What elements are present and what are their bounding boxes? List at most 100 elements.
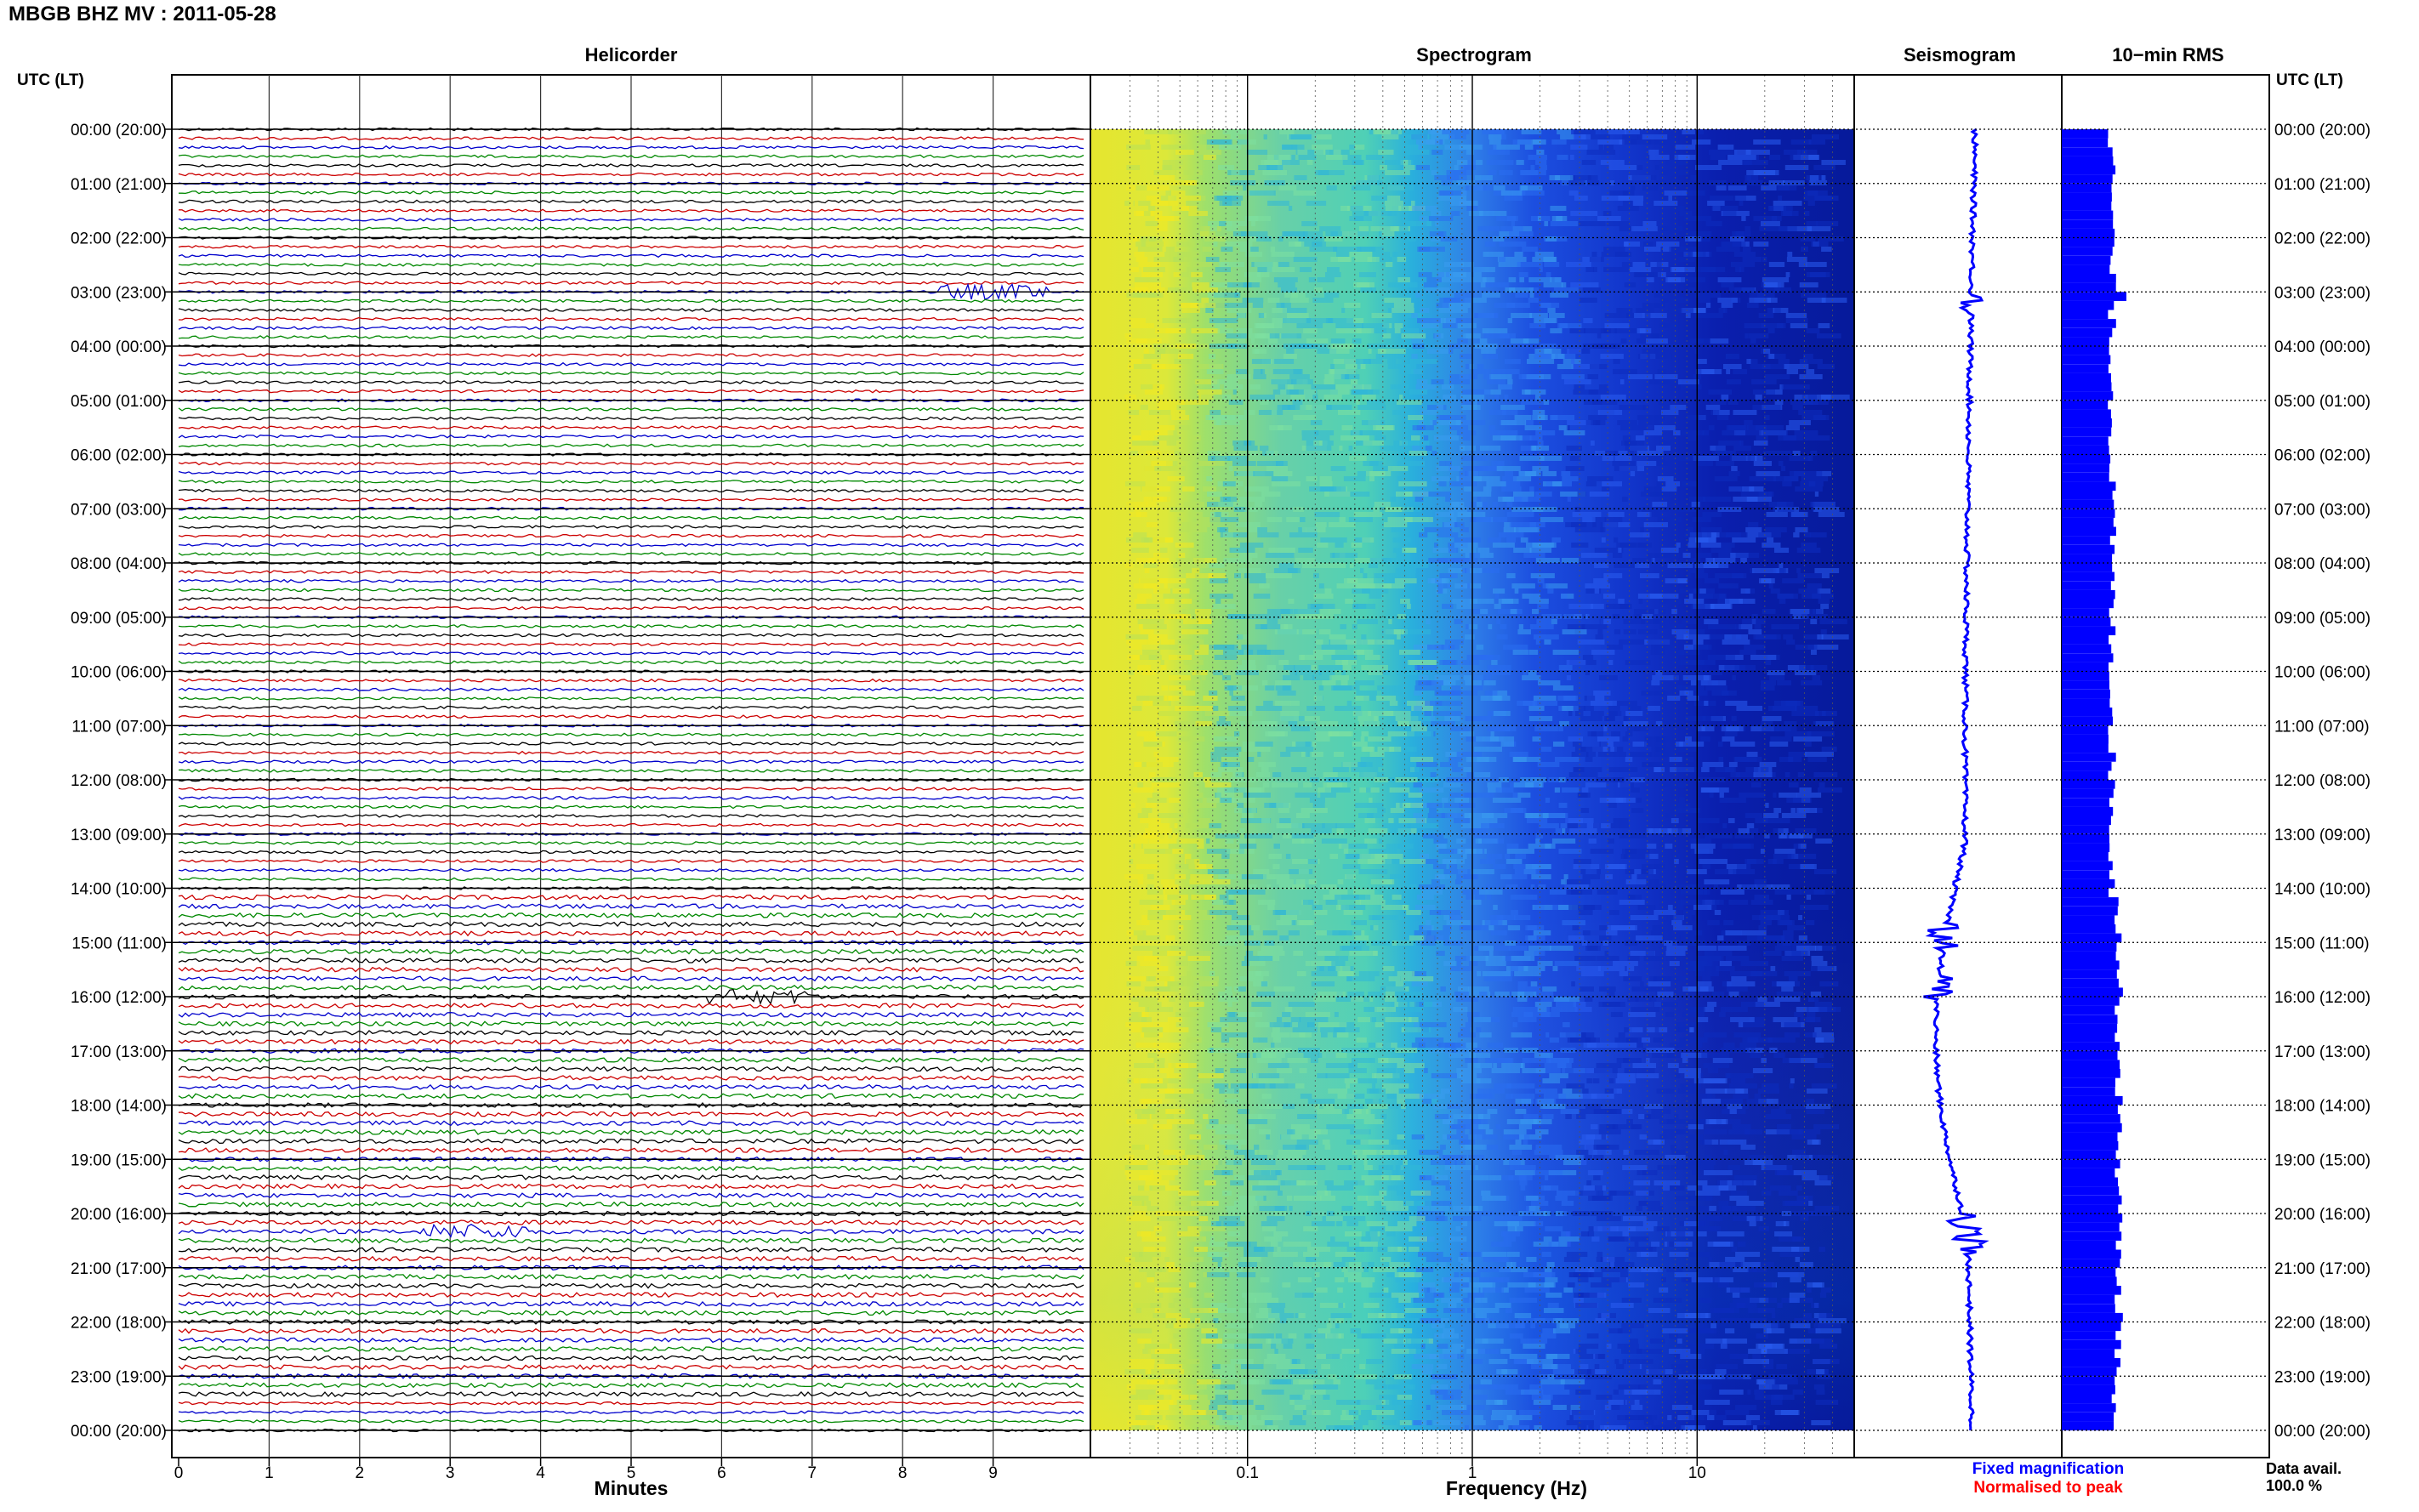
spectrogram-cell [1440, 1145, 1446, 1150]
spectrogram-cell [1562, 706, 1574, 711]
spectrogram-cell [1244, 252, 1262, 257]
spectrogram-cell [1397, 721, 1421, 726]
spectrogram-cell [1188, 1002, 1204, 1007]
spectrogram-cell [1702, 512, 1722, 517]
spectrogram-cell [1428, 558, 1449, 563]
spectrogram-cell [1459, 471, 1479, 476]
spectrogram-cell [1392, 895, 1402, 900]
spectrogram-cell [1693, 645, 1709, 650]
spectrogram-cell [1519, 185, 1543, 190]
spectrogram-cell [1378, 838, 1383, 844]
spectrogram-cell [1174, 359, 1192, 364]
spectrogram-cell [1290, 701, 1300, 706]
spectrogram-cell [1695, 1165, 1714, 1170]
spectrogram-cell [1501, 1175, 1514, 1180]
spectrogram-cell [1447, 1134, 1469, 1140]
spectrogram-cell [1682, 966, 1705, 971]
spectrogram-cell [1645, 854, 1659, 859]
spectrogram-cell [1519, 1134, 1542, 1140]
spectrogram-cell [1175, 961, 1188, 966]
spectrogram-cell [1164, 583, 1168, 588]
spectrogram-cell [1376, 1068, 1396, 1073]
spectrogram-cell [1430, 420, 1452, 425]
spectrogram-cell [1562, 787, 1579, 793]
spectrogram-cell [1796, 568, 1801, 573]
spectrogram-cell [1334, 1012, 1339, 1017]
spectrogram-cell [1175, 1012, 1198, 1017]
spectrogram-cell [1607, 1257, 1615, 1262]
spectrogram-cell [1815, 711, 1826, 716]
spectrogram-cell [1416, 139, 1440, 145]
spectrogram-cell [1335, 997, 1360, 1002]
spectrogram-cell [1144, 389, 1164, 395]
spectrogram-cell [1623, 721, 1648, 726]
spectrogram-cell [1651, 1242, 1660, 1247]
spectrogram-cell [1751, 379, 1777, 384]
spectrogram-cell [1541, 614, 1562, 619]
spectrogram-cell [1681, 1053, 1708, 1058]
spectrogram-cell [1503, 645, 1528, 650]
spectrogram-cell [1189, 594, 1197, 599]
spectrogram-cell [1506, 512, 1534, 517]
spectrogram-cell [1746, 303, 1759, 308]
spectrogram-cell [1690, 844, 1716, 849]
spectrogram-cell [1385, 170, 1410, 175]
spectrogram-cell [1134, 1063, 1155, 1068]
spectrogram-cell [1621, 1109, 1633, 1114]
spectrogram-cell [1581, 160, 1597, 165]
spectrogram-cell [1789, 456, 1811, 461]
spectrogram-cell [1493, 711, 1511, 716]
spectrogram-cell [1587, 1043, 1597, 1048]
spectrogram-cell [1610, 1262, 1614, 1267]
spectrogram-cell [1746, 497, 1772, 502]
spectrogram-cell [1425, 1175, 1449, 1180]
spectrogram-cell [1315, 170, 1329, 175]
spectrogram-cell [1454, 583, 1468, 588]
spectrogram-cell [1608, 563, 1638, 568]
spectrogram-cell [1768, 206, 1786, 211]
spectrogram-cell [1442, 604, 1454, 609]
spectrogram-cell [1507, 379, 1513, 384]
spectrogram-cell [1673, 685, 1694, 691]
spectrogram-cell [1220, 293, 1225, 298]
spectrogram-cell [1500, 420, 1527, 425]
spectrogram-cell [1229, 1267, 1243, 1272]
spectrogram-cell [1237, 1053, 1250, 1058]
spectrogram-cell [1557, 129, 1572, 134]
spectrogram-cell [1303, 328, 1318, 333]
spectrogram-cell [1167, 981, 1184, 986]
spectrogram-cell [1525, 925, 1545, 930]
spectrogram-cell [1711, 206, 1739, 211]
spectrogram-cell [1710, 400, 1727, 405]
spectrogram-cell [1392, 548, 1402, 553]
spectrogram-cell [1318, 1022, 1347, 1027]
spectrogram-cell [1619, 604, 1632, 609]
spectrogram-cell [1674, 155, 1690, 160]
spectrogram-cell [1198, 364, 1224, 369]
spectrogram-cell [1767, 670, 1785, 675]
spectrogram-cell [1640, 981, 1644, 986]
spectrogram-cell [1190, 951, 1211, 956]
spectrogram-cell [1364, 818, 1375, 823]
spectrogram-cell [1147, 639, 1160, 645]
spectrogram-cell [1665, 1012, 1674, 1017]
spectrogram-cell [1474, 313, 1499, 318]
spectrogram-cell [1717, 298, 1738, 303]
spectrogram-cell [1582, 930, 1606, 935]
spectrogram-cell [1215, 833, 1240, 838]
spectrogram-cell [1808, 155, 1819, 160]
spectrogram-cell [1320, 793, 1336, 798]
spectrogram-cell [1474, 344, 1498, 349]
spectrogram-cell [1378, 1058, 1404, 1063]
spectrogram-cell [1321, 838, 1347, 844]
spectrogram-cell [1368, 736, 1392, 742]
spectrogram-cell [1133, 930, 1147, 935]
spectrogram-cell [1606, 1124, 1616, 1129]
spectrogram-cell [1506, 1119, 1532, 1124]
spectrogram-cell [1488, 624, 1493, 629]
spectrogram-cell [1191, 379, 1219, 384]
spectrogram-cell [1236, 838, 1256, 844]
spectrogram-cell [1591, 1236, 1600, 1242]
spectrogram-cell [1707, 201, 1725, 206]
spectrogram-cell [1555, 757, 1579, 762]
